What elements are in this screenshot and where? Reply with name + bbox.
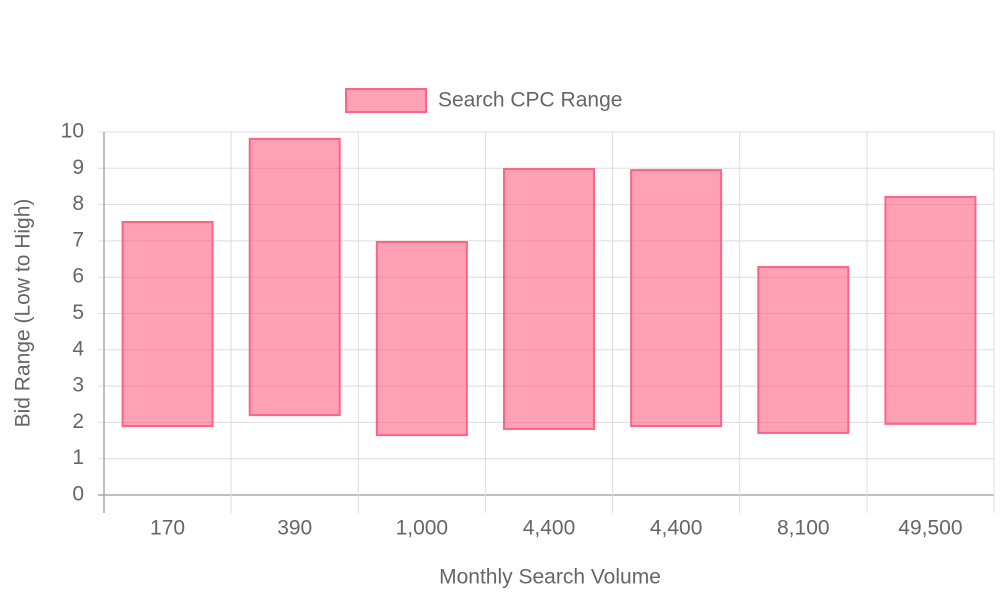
y-tick-label: 7 — [72, 228, 84, 251]
y-axis-title: Bid Range (Low to High) — [12, 199, 35, 428]
legend-swatch — [345, 88, 427, 113]
y-tick-label: 3 — [72, 374, 84, 397]
y-tick-label: 5 — [72, 301, 84, 324]
x-axis-title: Monthly Search Volume — [439, 566, 661, 589]
x-tick-label: 8,100 — [777, 517, 830, 540]
bar — [503, 168, 595, 430]
bar — [375, 240, 468, 437]
y-tick-label: 1 — [72, 446, 84, 469]
x-tick-label: 49,500 — [898, 517, 962, 540]
y-tick-label: 10 — [61, 120, 84, 143]
bar — [757, 266, 850, 434]
x-tick-label: 170 — [150, 517, 185, 540]
legend-label: Search CPC Range — [438, 89, 622, 112]
bar — [630, 169, 723, 428]
bar — [121, 221, 214, 428]
x-tick-label: 1,000 — [396, 517, 449, 540]
y-tick-label: 4 — [72, 337, 84, 360]
y-tick-label: 6 — [72, 265, 84, 288]
bar — [884, 195, 977, 425]
y-tick-label: 2 — [72, 410, 84, 433]
x-tick-label: 4,400 — [650, 517, 703, 540]
y-tick-label: 0 — [72, 483, 84, 506]
y-tick-label: 8 — [72, 192, 84, 215]
y-tick-label: 9 — [72, 156, 84, 179]
bar — [248, 137, 341, 417]
x-tick-label: 390 — [277, 517, 312, 540]
x-tick-label: 4,400 — [523, 517, 576, 540]
